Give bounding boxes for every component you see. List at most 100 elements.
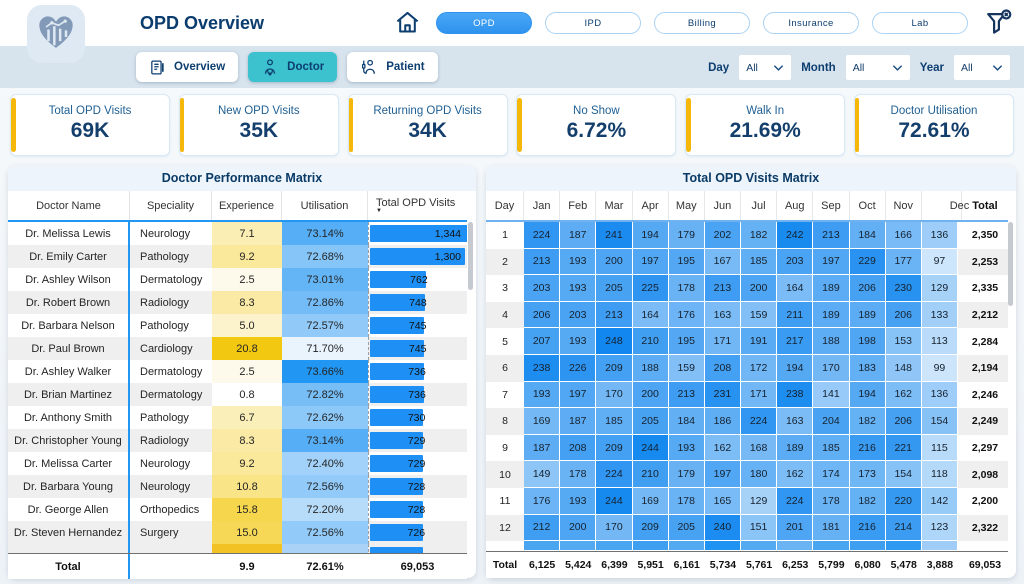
- tab-doctor[interactable]: Doctor: [248, 52, 338, 82]
- column-header-jan[interactable]: Jan: [524, 191, 561, 220]
- table-row[interactable]: Dr. Paul Brown Cardiology 20.8 71.70% 745: [8, 337, 467, 360]
- day-cell: 3: [502, 282, 508, 295]
- heat-cell: 115: [921, 434, 958, 462]
- utilisation-cell: 72.56%: [282, 521, 368, 544]
- doctor-table-scrollbar[interactable]: [468, 222, 473, 290]
- table-row[interactable]: Dr. Anthony Smith Pathology 6.7 72.62% 730: [8, 406, 467, 429]
- column-header-total[interactable]: Total: [972, 199, 998, 212]
- heat-cell: 188: [632, 354, 669, 382]
- column-header-sep[interactable]: Sep: [813, 191, 850, 220]
- nav-pill-opd[interactable]: OPD: [436, 12, 532, 34]
- visits-value: 736: [408, 365, 426, 378]
- utilisation-cell: 73.14%: [282, 222, 368, 245]
- slicer-dropdown-day[interactable]: All: [739, 55, 792, 80]
- column-header-feb[interactable]: Feb: [560, 191, 597, 220]
- table-row[interactable]: Dr. Barbara Young Neurology 10.8 72.56% 728: [8, 475, 467, 498]
- matrix-row[interactable]: 8 169 187 185 205 184 186 224 163 204 182 206 154 2,2…: [486, 408, 1008, 435]
- table-row[interactable]: Dr. Ashley Walker Dermatology 2.5 73.66% 736: [8, 360, 467, 383]
- day-cell: 2: [502, 255, 508, 268]
- column-header-label: Total OPD Visits: [376, 197, 456, 209]
- data-bar: [370, 478, 424, 495]
- nav-pill-insurance[interactable]: Insurance: [763, 12, 859, 34]
- column-header-jul[interactable]: Jul: [741, 191, 778, 220]
- matrix-row[interactable]: 11 176 193 244 169 178 165 129 224 178 182 220 142 2,…: [486, 487, 1008, 515]
- column-header-may[interactable]: May: [669, 191, 705, 220]
- kpi-card-total-opd-visits: Total OPD Visits 69K: [10, 94, 170, 156]
- column-header-doctor-name[interactable]: Doctor Name: [8, 191, 130, 220]
- row-total-cell: [962, 541, 1008, 551]
- heat-cell: 187: [560, 222, 597, 249]
- nav-pill-ipd[interactable]: IPD: [545, 12, 641, 34]
- nav-pill-billing[interactable]: Billing: [654, 12, 750, 34]
- column-header-total-opd-visits[interactable]: Total OPD Visits ▼: [368, 191, 467, 220]
- matrix-row[interactable]: 7 193 197 170 200 213 231 171 238 141 194 162 136 2,2…: [486, 381, 1008, 409]
- visits-value: 1,344: [434, 227, 461, 240]
- visits-value: 745: [408, 342, 427, 355]
- table-row[interactable]: Dr. Steven Hernandez Surgery 15.0 72.56% 726: [8, 521, 467, 544]
- utilisation-cell: 72.86%: [282, 291, 368, 314]
- heat-cell: 118: [921, 461, 958, 488]
- heat-cell: 209: [596, 354, 633, 382]
- heat-cell: 191: [741, 328, 778, 355]
- heat-cell: 169: [632, 487, 669, 515]
- column-header-mar[interactable]: Mar: [596, 191, 633, 220]
- kpi-card-no-show: No Show 6.72%: [516, 94, 677, 156]
- column-header-jun[interactable]: Jun: [705, 191, 741, 220]
- column-header-oct[interactable]: Oct: [850, 191, 886, 220]
- heat-cell: 189: [813, 301, 850, 329]
- column-header-apr[interactable]: Apr: [633, 191, 669, 220]
- heat-cell: 217: [777, 328, 814, 355]
- heat-cell: 205: [668, 514, 705, 541]
- matrix-row[interactable]: 10 149 178 224 210 179 197 180 162 174 173 154 118 2,…: [486, 461, 1008, 488]
- speciality-cell: Dermatology: [140, 388, 203, 401]
- column-header-day[interactable]: Day: [486, 191, 524, 220]
- visits-bar-cell: 729: [368, 429, 467, 452]
- column-header-utilisation[interactable]: Utilisation: [282, 191, 368, 220]
- column-header-experience[interactable]: Experience: [212, 191, 282, 220]
- heat-cell: 153: [885, 328, 922, 355]
- tab-patient[interactable]: Patient: [347, 52, 438, 82]
- table-row[interactable]: [8, 544, 467, 553]
- slicer-dropdown-month[interactable]: All: [845, 55, 910, 80]
- clear-filters-icon[interactable]: [983, 7, 1014, 38]
- column-header-aug[interactable]: Aug: [777, 191, 814, 220]
- matrix-row[interactable]: 6 238 226 209 188 159 208 172 194 170 183 148 99 2,19…: [486, 354, 1008, 382]
- table-row[interactable]: Dr. Emily Carter Pathology 9.2 72.68% 1,300: [8, 245, 467, 268]
- heat-cell: 210: [632, 461, 669, 488]
- heat-cell: 179: [668, 222, 705, 249]
- home-icon[interactable]: [394, 9, 421, 36]
- table-row[interactable]: Dr. Barbara Nelson Pathology 5.0 72.57% 745: [8, 314, 467, 337]
- table-row[interactable]: Dr. Ashley Wilson Dermatology 2.5 73.01% 762: [8, 268, 467, 291]
- table-row[interactable]: Dr. Melissa Carter Neurology 9.2 72.40% 729: [8, 452, 467, 475]
- matrix-row[interactable]: 2 213 193 200 197 195 167 185 203 197 229 177 97 2,25…: [486, 248, 1008, 276]
- table-row[interactable]: Dr. George Allen Orthopedics 15.8 72.20% 728: [8, 498, 467, 521]
- doctor-name-cell: Dr. Emily Carter: [8, 245, 130, 268]
- table-row[interactable]: Dr. Robert Brown Radiology 8.3 72.86% 748: [8, 291, 467, 314]
- heat-cell: 194: [632, 222, 669, 249]
- kpi-label: Total OPD Visits: [48, 105, 132, 117]
- day-cell: 5: [502, 335, 508, 348]
- table-row[interactable]: Dr. Melissa Lewis Neurology 7.1 73.14% 1,344: [8, 222, 467, 245]
- slicer-dropdown-year[interactable]: All: [954, 55, 1010, 80]
- table-row[interactable]: Dr. Christopher Young Radiology 8.3 73.14% 7…: [8, 429, 467, 452]
- table-row[interactable]: Dr. Brian Martinez Dermatology 0.8 72.82% 73…: [8, 383, 467, 406]
- matrix-row[interactable]: 5 207 193 248 210 195 171 191 217 188 198 153 113 2,2…: [486, 328, 1008, 355]
- nav-pill-lab[interactable]: Lab: [872, 12, 968, 34]
- slicer-value: All: [961, 61, 973, 74]
- doctor-name-cell: Dr. Brian Martinez: [8, 383, 130, 406]
- matrix-row[interactable]: 9 187 208 209 244 193 162 168 189 185 216 221 115 2,2…: [486, 434, 1008, 462]
- matrix-row[interactable]: 12 212 200 170 209 205 240 151 201 181 216 214 123 2,…: [486, 514, 1008, 541]
- total-visits: 69,053: [400, 560, 435, 573]
- visits-matrix-scrollbar[interactable]: [1008, 222, 1013, 306]
- row-total-cell: 2,249: [971, 415, 999, 428]
- matrix-row[interactable]: 1 224 187 241 194 179 202 182 242 213 184 166 136 2,3…: [486, 222, 1008, 249]
- heat-cell: 133: [921, 301, 958, 329]
- column-header-speciality[interactable]: Speciality: [130, 191, 212, 220]
- matrix-row[interactable]: 4 206 203 213 164 176 163 159 211 189 189 206 133 2,2…: [486, 301, 1008, 329]
- column-header-nov[interactable]: Nov: [886, 191, 922, 220]
- month-total-cell: 5,761: [745, 559, 773, 571]
- tab-overview[interactable]: Overview: [136, 52, 239, 82]
- matrix-row[interactable]: 3 203 193 205 225 178 213 200 164 189 206 230 129 2,3…: [486, 275, 1008, 302]
- kpi-value: 35K: [239, 119, 279, 142]
